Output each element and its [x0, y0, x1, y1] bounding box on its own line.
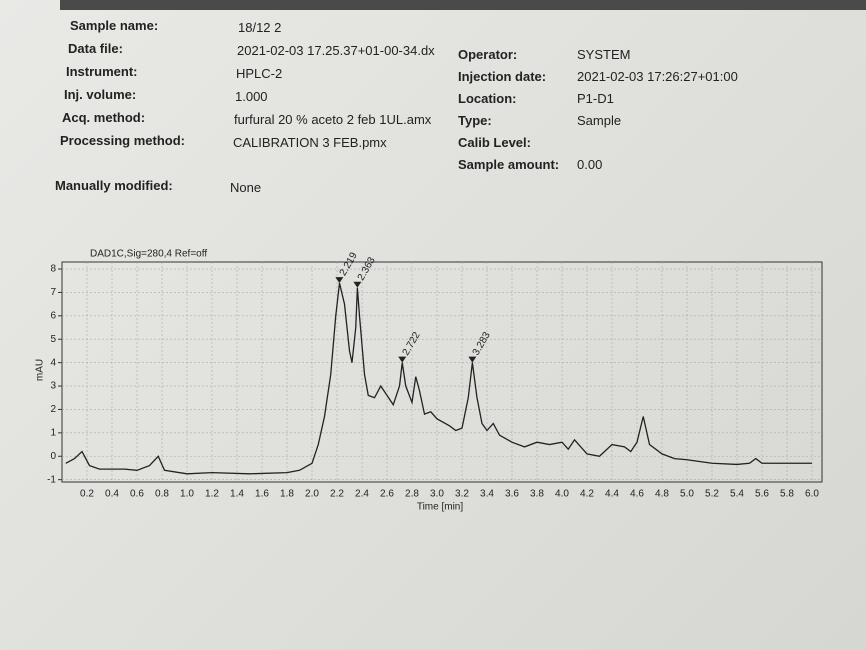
x-tick-label: 5.2: [705, 489, 719, 500]
x-tick-label: 5.6: [755, 489, 769, 500]
x-tick-label: 6.0: [805, 489, 819, 500]
x-tick-label: 1.4: [230, 489, 244, 500]
x-tick-label: 4.6: [630, 489, 644, 500]
field-value: 1.000: [235, 89, 268, 104]
x-tick-label: 2.8: [405, 489, 419, 500]
field-label: Inj. volume:: [64, 87, 137, 102]
chromatogram-line: [65, 282, 812, 475]
field-label: Processing method:: [60, 133, 185, 148]
y-tick-label: 8: [50, 264, 56, 275]
field-value: 2021-02-03 17:26:27+01:00: [577, 69, 738, 84]
field-label: Manually modified:: [55, 178, 173, 193]
x-tick-label: 3.6: [505, 489, 519, 500]
peak-label: 2.722: [401, 330, 423, 358]
field-label: Calib Level:: [458, 135, 531, 150]
x-tick-label: 3.2: [455, 489, 469, 500]
field-label: Type:: [458, 113, 492, 128]
x-tick-label: 5.8: [780, 489, 794, 500]
x-tick-label: 5.0: [680, 489, 694, 500]
field-label: Acq. method:: [62, 110, 146, 125]
field-label: Injection date:: [458, 69, 547, 84]
x-tick-label: 0.4: [105, 489, 119, 500]
chart-title: DAD1C,Sig=280,4 Ref=off: [90, 249, 207, 260]
peak-marker: [468, 356, 477, 363]
x-tick-label: 4.0: [555, 489, 569, 500]
x-tick-label: 2.0: [305, 489, 319, 500]
field-value: 0.00: [577, 157, 603, 172]
x-tick-label: 0.6: [130, 489, 144, 500]
field-value: 2021-02-03 17.25.37+01-00-34.dx: [237, 43, 435, 58]
peak-marker: [398, 356, 407, 363]
field-label: Instrument:: [66, 64, 138, 79]
field-label: Location:: [458, 91, 517, 106]
x-tick-label: 1.6: [255, 489, 269, 500]
x-tick-label: 1.8: [280, 489, 294, 500]
y-tick-label: 1: [50, 427, 56, 438]
x-tick-label: 4.4: [605, 489, 619, 500]
y-axis-label: mAU: [35, 359, 46, 381]
field-value: P1-D1: [577, 91, 614, 106]
field-value: CALIBRATION 3 FEB.pmx: [233, 135, 387, 150]
y-tick-label: 6: [50, 310, 56, 321]
y-tick-label: 7: [50, 287, 56, 298]
x-tick-label: 4.8: [655, 489, 669, 500]
field-value: HPLC-2: [236, 66, 283, 81]
x-tick-label: 0.2: [80, 489, 94, 500]
field-value: Sample: [577, 113, 622, 128]
y-tick-label: 0: [50, 451, 56, 462]
x-axis-label: Time [min]: [417, 502, 464, 513]
x-tick-label: 4.2: [580, 489, 594, 500]
field-value: 18/12 2: [238, 20, 282, 35]
field-value: furfural 20 % aceto 2 feb 1UL.amx: [234, 112, 432, 127]
dark-band: [60, 0, 866, 10]
x-tick-label: 5.4: [730, 489, 744, 500]
field-label: Data file:: [68, 41, 123, 56]
peak-marker: [353, 281, 362, 288]
x-tick-label: 3.8: [530, 489, 544, 500]
x-tick-label: 3.4: [480, 489, 494, 500]
y-tick-label: 5: [50, 334, 56, 345]
field-value: None: [230, 180, 262, 195]
x-tick-label: 1.2: [205, 489, 219, 500]
x-tick-label: 2.2: [330, 489, 344, 500]
field-label: Operator:: [458, 47, 518, 62]
y-tick-label: 4: [50, 357, 56, 368]
x-tick-label: 2.4: [355, 489, 369, 500]
plot-area: [61, 261, 823, 483]
y-tick-label: 2: [50, 404, 56, 415]
y-tick-label: -1: [47, 474, 56, 485]
x-tick-label: 0.8: [155, 489, 169, 500]
field-label: Sample name:: [70, 18, 159, 33]
field-label: Sample amount:: [458, 157, 560, 172]
x-tick-label: 3.0: [430, 489, 444, 500]
peak-label: 3.283: [471, 330, 493, 358]
x-tick-label: 2.6: [380, 489, 394, 500]
y-tick-label: 3: [50, 381, 56, 392]
peak-marker: [335, 277, 344, 284]
field-value: SYSTEM: [577, 47, 631, 62]
x-tick-label: 1.0: [180, 489, 194, 500]
